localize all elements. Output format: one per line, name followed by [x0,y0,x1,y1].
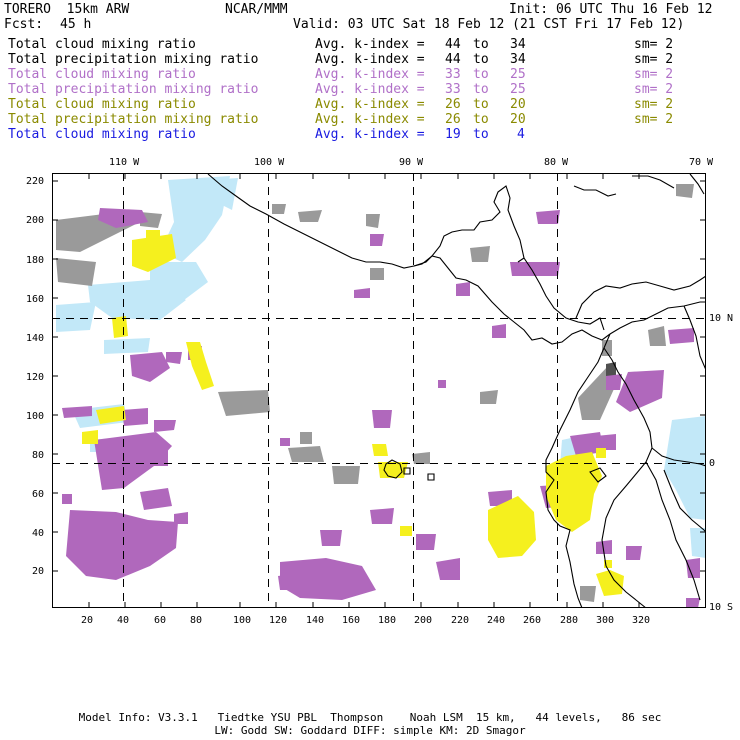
lat-label-10n: 10 N [709,313,734,324]
x-tick-label: 260 [523,615,542,626]
physics-info-line: LW: Godd SW: Goddard DIFF: simple KM: 2D… [214,724,526,737]
legend-k-index: Avg. k-index = [315,112,425,127]
yellow-cloud-areas [82,230,624,596]
legend-to: 20 [510,112,526,127]
legend-to-word: to [473,82,489,97]
y-tick-label: 100 [26,411,45,422]
legend-row: Total cloud mixing ratio Avg. k-index = … [8,97,673,202]
x-tick-label: 20 [81,615,94,626]
legend-row: Total cloud mixing ratio Avg. k-index = … [8,127,525,232]
x-tick-label: 120 [269,615,288,626]
legend-k-index: Avg. k-index = [315,127,425,142]
legend-k-index: Avg. k-index = [315,82,425,97]
legend-from: 19 [445,127,461,142]
legend-field: Total precipitation mixing ratio [8,112,259,127]
legend-field: Total cloud mixing ratio [8,97,196,112]
lon-label-100w: 100 W [254,157,285,168]
legend-to-word: to [473,37,489,52]
y-tick-label: 180 [26,255,45,266]
x-tick-label: 140 [306,615,325,626]
y-tick-label: 120 [26,372,45,383]
legend-k-index: Avg. k-index = [315,37,425,52]
lon-label-110w: 110 W [109,157,140,168]
legend-from: 26 [445,112,461,127]
legend-from: 26 [445,97,461,112]
valid-time: Valid: 03 UTC Sat 18 Feb 12 (21 CST Fri … [293,17,685,32]
init-time: Init: 06 UTC Thu 16 Feb 12 [509,2,713,17]
legend-k-index: Avg. k-index = [315,97,425,112]
y-tick-label: 80 [32,450,45,461]
legend-smoothing: sm= 2 [634,82,674,97]
legend-field: Total cloud mixing ratio [8,67,196,82]
purple-cloud-areas [62,208,700,608]
legend-field: Total cloud mixing ratio [8,127,196,142]
legend-to-word: to [473,52,489,67]
y-tick-label: 140 [26,333,45,344]
legend-to: 25 [510,67,526,82]
y-tick-label: 160 [26,294,45,305]
lon-label-80w: 80 W [544,157,569,168]
y-tick-label: 60 [32,489,45,500]
x-tick-label: 320 [632,615,651,626]
legend-smoothing: sm= 2 [634,37,674,52]
y-tick-label: 20 [32,566,45,577]
lat-label-0: 0 [709,458,716,469]
x-tick-label: 80 [190,615,203,626]
legend-from: 44 [445,37,461,52]
legend-to-word: to [473,112,489,127]
legend-field: Total cloud mixing ratio [8,37,196,52]
legend-smoothing: sm= 2 [634,112,674,127]
x-tick-label: 280 [560,615,579,626]
lon-label-90w: 90 W [399,157,424,168]
legend-to: 34 [510,37,526,52]
plot-frame [52,173,706,608]
legend-row: Total cloud mixing ratio Avg. k-index = … [8,67,673,172]
coastlines [207,173,706,608]
legend-to-word: to [473,97,489,112]
lat-label-10s: 10 S [709,602,734,613]
legend-k-index: Avg. k-index = [315,52,425,67]
legend-row: Total precipitation mixing ratio Avg. k-… [8,112,673,217]
x-tick-label: 40 [117,615,130,626]
gray-cloud-areas [56,184,694,602]
x-tick-label: 200 [414,615,433,626]
lon-label-70w: 70 W [689,157,714,168]
legend-to: 34 [510,52,526,67]
legend-from: 33 [445,82,461,97]
legend-to: 20 [510,97,526,112]
legend-row: Total precipitation mixing ratio Avg. k-… [8,52,673,157]
x-tick-label: 180 [378,615,397,626]
legend-to: 4 [517,127,525,142]
legend-to-word: to [473,67,489,82]
forecast-label: Fcst: [4,17,44,32]
legend-from: 33 [445,67,461,82]
x-tick-label: 100 [233,615,252,626]
y-tick-label: 200 [26,215,45,226]
legend-to-word: to [473,127,489,142]
x-tick-label: 300 [596,615,615,626]
legend-smoothing: sm= 2 [634,52,674,67]
x-tick-label: 60 [154,615,167,626]
x-tick-label: 220 [451,615,470,626]
lat-lon-grid [52,173,706,608]
x-tick-label: 240 [487,615,506,626]
y-tick-label: 220 [26,176,45,187]
legend-field: Total precipitation mixing ratio [8,82,259,97]
legend-smoothing: sm= 2 [634,97,674,112]
forecast-hour: 45 h [60,17,92,32]
legend-to: 25 [510,82,526,97]
x-tick-label: 160 [342,615,361,626]
legend-smoothing: sm= 2 [634,67,674,82]
legend-field: Total precipitation mixing ratio [8,52,259,67]
model-info-line: Model Info: V3.3.1 Tiedtke YSU PBL Thomp… [78,711,662,724]
legend-k-index: Avg. k-index = [315,67,425,82]
org-label: NCAR/MMM [225,2,288,17]
legend-row: Total precipitation mixing ratio Avg. k-… [8,82,673,187]
y-tick-label: 40 [32,528,45,539]
model-title: TORERO 15km ARW [4,2,130,17]
legend-from: 44 [445,52,461,67]
legend-row: Total cloud mixing ratio Avg. k-index = … [8,37,673,142]
